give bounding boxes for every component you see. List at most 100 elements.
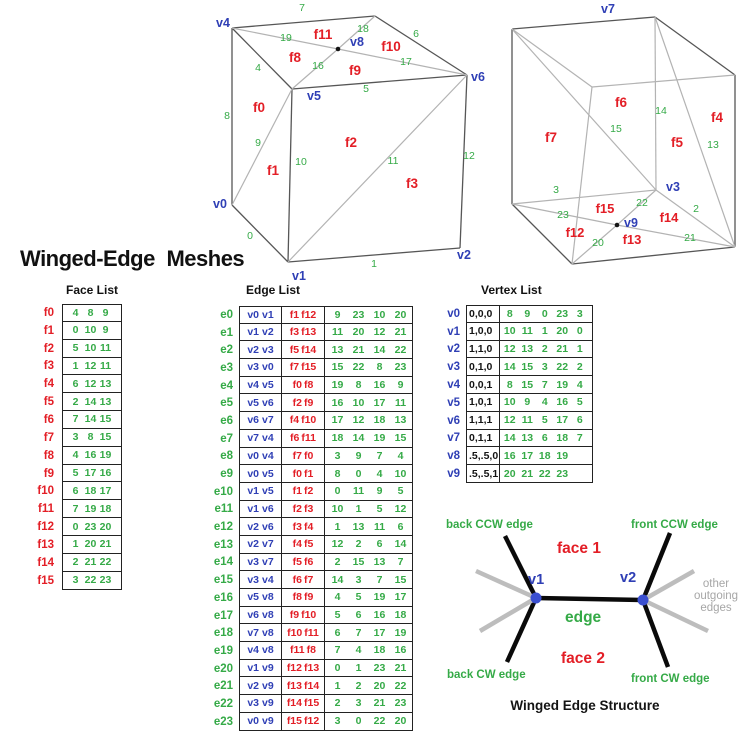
value-token: v6 [262, 396, 274, 409]
figure-edge-line [591, 74, 736, 88]
value-token: f0 [304, 449, 314, 462]
value-token: 16 [331, 396, 344, 409]
value-token: f6 [290, 432, 300, 445]
table-row: e10 v1 v5 f1 f2 0 11 9 5 [205, 482, 413, 501]
figure-label: f4 [711, 110, 723, 125]
value-token: v3 [262, 343, 274, 356]
row-label: f7 [43, 431, 54, 444]
table-row: f11 7 19 18 [24, 500, 122, 519]
cell-vertices: v1 v6 [239, 500, 282, 519]
value-token: 1,1,1 [469, 414, 493, 427]
value-token: v2 [247, 538, 259, 551]
cell-edges: 2 21 22 [62, 553, 122, 572]
figure-edge-line [655, 189, 736, 248]
row-label: e3 [220, 361, 233, 374]
row-label: v0 [447, 307, 460, 320]
cell-coords: 0,0,1 [466, 376, 500, 394]
figure-edge-line [475, 568, 537, 601]
value-token: f9 [289, 609, 300, 622]
value-token: 18 [84, 484, 97, 497]
table-row: e13 v2 v7 f4 f5 12 2 6 14 [205, 535, 413, 554]
value-token: f7 [289, 361, 300, 374]
cell-faces: f9 f10 [282, 606, 325, 625]
value-token: 8 [87, 431, 94, 444]
figure-label: 20 [592, 237, 604, 249]
value-token: 3 [541, 360, 548, 373]
figure-edge-line [654, 16, 657, 191]
figure-label: v4 [216, 16, 230, 30]
cell-wings: 3 9 7 4 [325, 447, 413, 466]
cell-vertices: v0 v9 [239, 712, 282, 731]
cell-vertices: v2 v3 [239, 341, 282, 360]
value-token: 17 [373, 396, 386, 409]
value-token: v0 [262, 361, 274, 374]
value-token: 4 [355, 644, 362, 657]
value-token: f2 [304, 485, 314, 498]
value-token: 15 [99, 431, 112, 444]
row-label: v4 [447, 379, 460, 392]
value-token: 1 [334, 520, 341, 533]
value-token: 1 [355, 502, 362, 515]
figure-edge-line [231, 27, 293, 90]
table-row: e17 v6 v8 f9 f10 5 6 16 18 [205, 606, 413, 625]
value-token: v1 [247, 662, 259, 675]
figure-label: 16 [312, 60, 324, 72]
cell-faces: f7 f15 [282, 359, 325, 377]
value-token: v2 [262, 326, 274, 339]
value-token: 1 [334, 679, 341, 692]
value-token: 7 [72, 502, 79, 515]
row-label: f12 [37, 521, 54, 534]
value-token: 2 [355, 679, 362, 692]
value-token: 15 [99, 413, 112, 426]
value-token: 7 [576, 431, 583, 444]
value-token: 21 [373, 697, 386, 710]
cell-wings: 12 2 6 14 [325, 535, 413, 554]
row-label: e22 [213, 697, 233, 710]
table-row: f10 6 18 17 [24, 482, 122, 501]
value-token: 0 [355, 467, 362, 480]
value-token: 20 [556, 325, 569, 338]
row-label: v5 [447, 396, 460, 409]
value-token: f13 [286, 679, 302, 692]
face-list-title: Face List [65, 283, 119, 297]
cell-coords: 0,1,0 [466, 358, 500, 377]
value-token: 8 [376, 361, 383, 374]
value-token: 0,1,0 [469, 360, 493, 373]
figure-label: v1 [292, 269, 306, 283]
table-row: v7 0,1,1 14 13 6 18 7 [438, 429, 593, 448]
figure-edge-line [571, 86, 593, 265]
value-token: 19 [556, 449, 569, 462]
value-token: 10 [503, 325, 516, 338]
row-label: e10 [213, 485, 233, 498]
cell-wings: 3 0 22 20 [325, 712, 413, 731]
value-token: 2 [541, 342, 548, 355]
table-row: f8 4 16 19 [24, 446, 122, 465]
cell-edges: 8 9 0 23 3 [500, 305, 593, 323]
value-token: 12 [373, 326, 386, 339]
value-token: 23 [84, 520, 97, 533]
table-row: e16 v5 v8 f8 f9 4 5 19 17 [205, 589, 413, 607]
value-token: 0 [72, 324, 79, 337]
figure-label: 21 [684, 232, 696, 244]
value-token: 16 [373, 379, 386, 392]
row-label: v3 [447, 361, 460, 374]
value-token: 17 [521, 449, 534, 462]
value-token: f1 [304, 467, 314, 480]
value-token: v3 [247, 573, 259, 586]
value-token: v5 [262, 485, 274, 498]
figure-label: 12 [463, 150, 475, 162]
value-token: f6 [304, 555, 314, 568]
value-token: v4 [262, 449, 274, 462]
value-token: .5,.5,1 [469, 467, 499, 480]
row-label: e16 [213, 591, 233, 604]
value-token: 23 [556, 307, 569, 320]
cell-faces: f7 f0 [282, 447, 325, 466]
value-token: 18 [538, 449, 551, 462]
value-token: v5 [262, 379, 274, 392]
value-token: v9 [262, 715, 274, 728]
value-token: 2 [576, 360, 583, 373]
figure-label: f9 [349, 63, 361, 78]
value-token: f9 [304, 591, 314, 604]
figure-edge-line [616, 189, 657, 226]
